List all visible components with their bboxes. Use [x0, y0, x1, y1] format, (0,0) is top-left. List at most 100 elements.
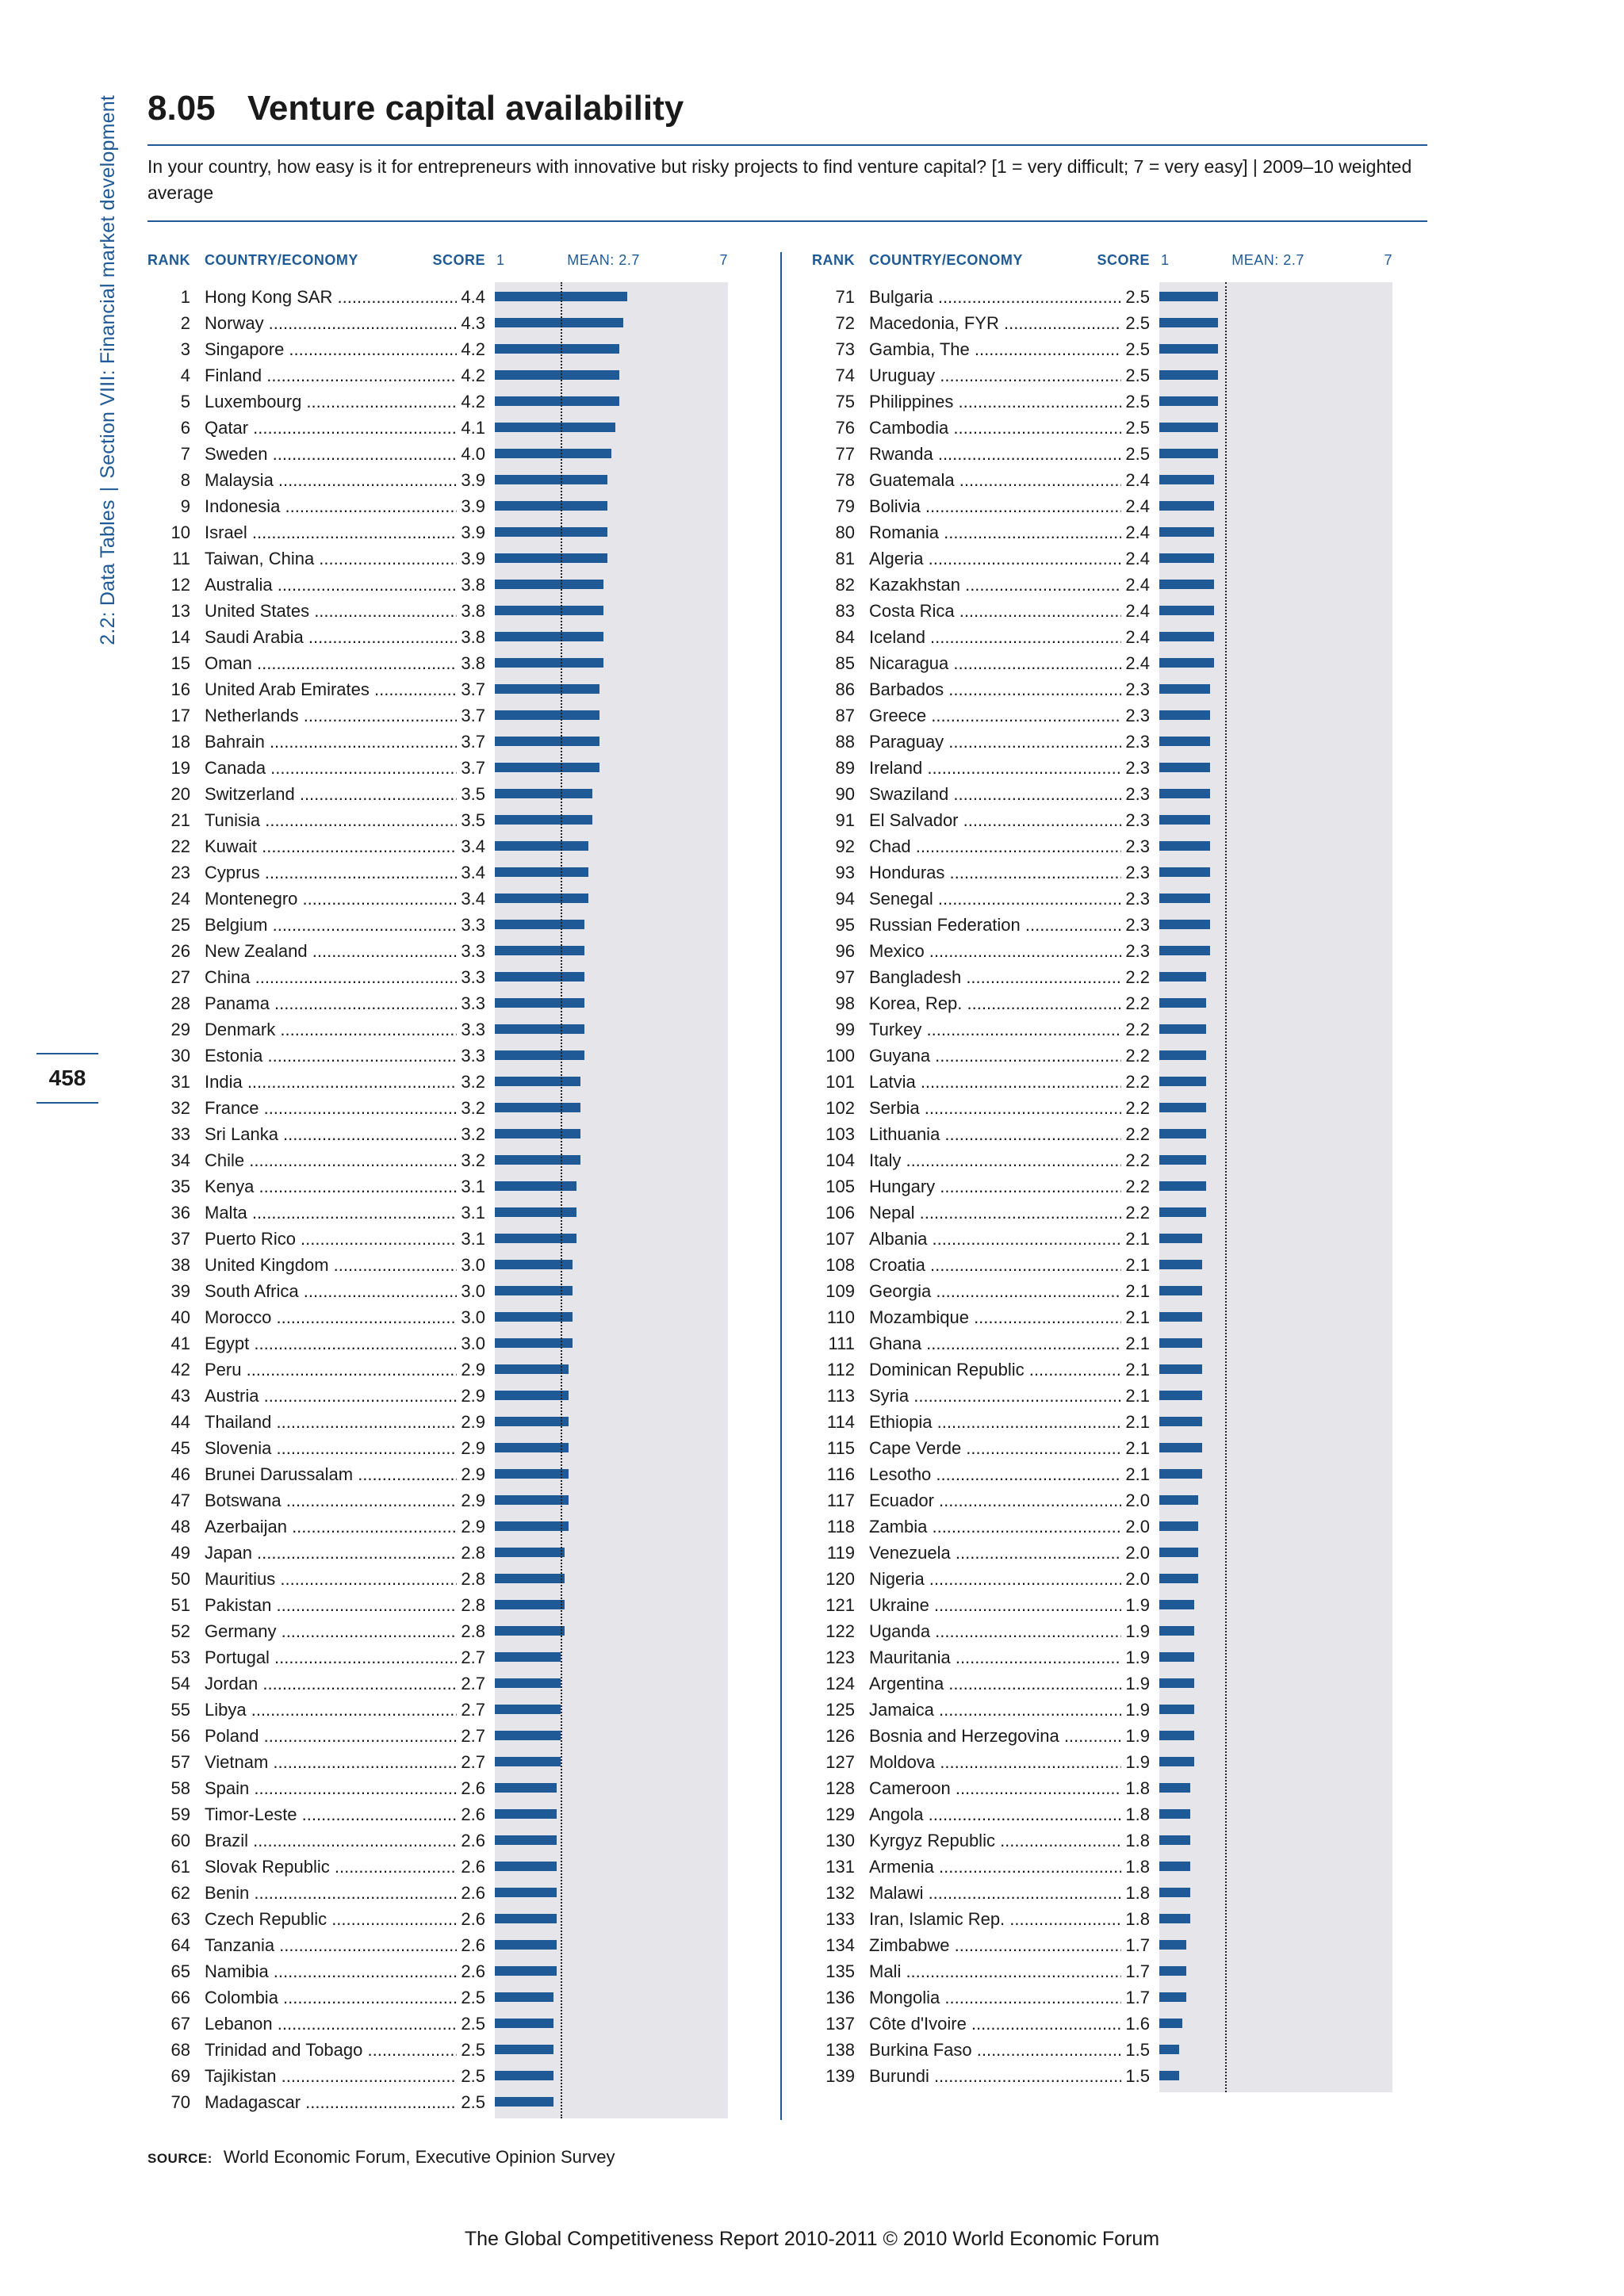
country-cell: United Arab Emirates ...................… [205, 679, 457, 699]
table-header-rank: RANK [147, 252, 190, 268]
country-cell: Australia ..............................… [205, 575, 457, 595]
score-bar [1159, 1966, 1187, 1976]
rank-cell: 102 [825, 1098, 855, 1118]
table-row: 74 Uruguay ..............................… [812, 362, 1161, 388]
country-cell: Japan ..................................… [205, 1543, 457, 1563]
rank-cell: 44 [170, 1412, 190, 1432]
score-cell: 2.0 [1125, 1490, 1150, 1510]
country-cell: Spain ..................................… [205, 1778, 457, 1798]
table-row: 76 Cambodia .............................… [812, 415, 1161, 441]
country-cell: Nigeria ................................… [869, 1569, 1121, 1589]
country-cell: Estonia ................................… [205, 1046, 457, 1066]
score-cell: 3.7 [461, 706, 485, 725]
country-cell: Nicaragua ..............................… [869, 653, 1121, 673]
table-row: 117 Ecuador .............................… [812, 1487, 1161, 1513]
score-bar [495, 815, 592, 825]
country-cell: Ecuador ................................… [869, 1490, 1121, 1510]
table-row: 103 Lithuania ...........................… [812, 1121, 1161, 1147]
rank-cell: 138 [825, 2040, 855, 2060]
table-row: 58 Spain ................................… [147, 1775, 496, 1801]
country-cell: Panama .................................… [205, 993, 457, 1013]
table-row: 105 Hungary .............................… [812, 1173, 1161, 1200]
score-bar [495, 606, 604, 615]
rank-cell: 64 [170, 1935, 190, 1955]
score-cell: 2.4 [1125, 653, 1150, 673]
table-row: 31 India ................................… [147, 1069, 496, 1095]
score-bar [495, 1103, 580, 1112]
score-cell: 3.1 [461, 1203, 485, 1223]
rank-cell: 73 [835, 339, 855, 359]
country-cell: Georgia ................................… [869, 1281, 1121, 1301]
table-row: 13 United States ........................… [147, 598, 496, 624]
score-cell: 1.9 [1125, 1647, 1150, 1667]
score-cell: 2.1 [1125, 1307, 1150, 1327]
rank-cell: 52 [170, 1621, 190, 1641]
rank-cell: 17 [170, 706, 190, 725]
ranking-column: RANK COUNTRY/ECONOMY SCORE 1 MEAN: 2.7 7 71 Bul… [812, 252, 1415, 2123]
score-bar [495, 1548, 565, 1557]
table-row: 61 Slovak Republic ......................… [147, 1854, 496, 1880]
country-cell: Uganda .................................… [869, 1621, 1121, 1641]
rank-cell: 85 [835, 653, 855, 673]
score-bar [1159, 632, 1214, 641]
rank-cell: 107 [825, 1229, 855, 1249]
country-cell: Saudi Arabia ...........................… [205, 627, 457, 647]
rank-cell: 59 [170, 1804, 190, 1824]
rank-cell: 96 [835, 941, 855, 961]
score-bar [1159, 606, 1214, 615]
score-bar [1159, 2071, 1179, 2080]
score-bar [495, 2071, 553, 2080]
survey-question: In your country, how easy is it for entr… [147, 154, 1427, 222]
rank-cell: 1 [180, 287, 190, 307]
score-cell: 2.9 [461, 1517, 485, 1536]
rank-cell: 119 [826, 1543, 855, 1563]
score-cell: 2.7 [461, 1647, 485, 1667]
table-row: 60 Brazil ...............................… [147, 1827, 496, 1854]
table-row: 126 Bosnia and Herzegovina ..............… [812, 1723, 1161, 1749]
score-cell: 2.6 [461, 1857, 485, 1877]
country-cell: United Kingdom .........................… [205, 1255, 457, 1275]
score-bar [1159, 1050, 1206, 1060]
rank-cell: 7 [180, 444, 190, 464]
score-cell: 2.0 [1125, 1569, 1150, 1589]
score-cell: 2.6 [461, 1883, 485, 1903]
rank-cell: 29 [170, 1020, 190, 1039]
rank-cell: 10 [170, 522, 190, 542]
score-bar [1159, 815, 1210, 825]
country-cell: Pakistan ...............................… [205, 1595, 457, 1615]
score-bar [495, 1443, 569, 1452]
score-cell: 3.0 [461, 1334, 485, 1353]
axis-min-label: 1 [496, 252, 505, 268]
table-row: 138 Burkina Faso ........................… [812, 2037, 1161, 2063]
score-bar [1159, 501, 1214, 511]
score-bar [495, 1862, 557, 1871]
score-cell: 3.8 [461, 627, 485, 647]
rank-cell: 99 [835, 1020, 855, 1039]
country-cell: Croatia ................................… [869, 1255, 1121, 1275]
table-row: 41 Egypt ................................… [147, 1330, 496, 1357]
table-row: 108 Croatia .............................… [812, 1252, 1161, 1278]
score-bar [495, 449, 611, 458]
table-row: 80 Romania ..............................… [812, 519, 1161, 545]
rank-cell: 117 [826, 1490, 855, 1510]
country-cell: Trinidad and Tobago ....................… [205, 2040, 457, 2060]
axis-max-label: 7 [1384, 252, 1392, 268]
ranking-column: RANK COUNTRY/ECONOMY SCORE 1 MEAN: 2.7 7 1 Hong… [147, 252, 750, 2123]
score-cell: 3.8 [461, 653, 485, 673]
table-row: 114 Ethiopia ............................… [812, 1409, 1161, 1435]
table-row: 45 Slovenia .............................… [147, 1435, 496, 1461]
score-bar [495, 763, 600, 772]
rank-cell: 89 [835, 758, 855, 778]
score-bar [1159, 2045, 1179, 2054]
rank-cell: 71 [835, 287, 855, 307]
score-cell: 1.5 [1125, 2066, 1150, 2086]
score-cell: 2.2 [1125, 1020, 1150, 1039]
table-row: 70 Madagascar ...........................… [147, 2089, 496, 2115]
side-chapter: Section VIII: Financial market developme… [96, 95, 119, 479]
country-cell: Italy ..................................… [869, 1150, 1121, 1170]
score-bar [495, 527, 608, 537]
country-cell: Poland .................................… [205, 1726, 457, 1746]
table-row: 55 Libya ................................… [147, 1697, 496, 1723]
score-bar [1159, 972, 1206, 982]
table-row: 110 Mozambique ..........................… [812, 1304, 1161, 1330]
